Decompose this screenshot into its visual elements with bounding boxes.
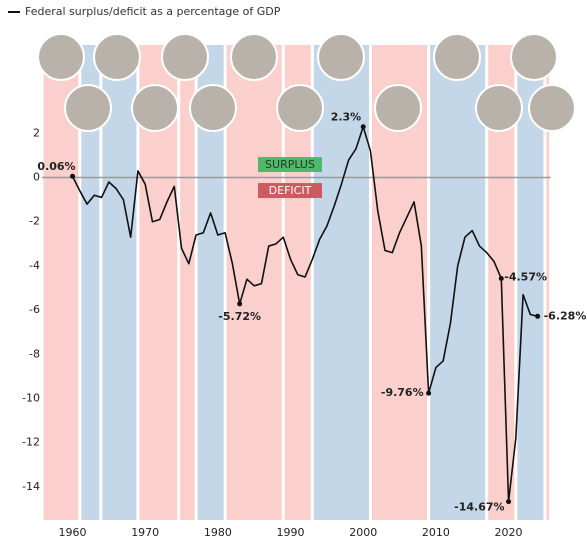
- portrait: [230, 33, 278, 81]
- portrait: [374, 84, 422, 132]
- term-band: [81, 45, 100, 520]
- data-point: [426, 390, 432, 396]
- annotation-text: SURPLUS: [265, 158, 315, 171]
- y-tick-label: -14: [22, 480, 40, 493]
- portrait: [37, 33, 85, 81]
- portrait: [161, 33, 209, 81]
- term-band: [102, 45, 137, 520]
- x-tick-label: 1970: [131, 526, 159, 539]
- y-tick-label: -8: [29, 347, 40, 360]
- data-label: -9.76%: [381, 386, 424, 399]
- portrait: [93, 33, 141, 81]
- x-tick-label: 1980: [204, 526, 232, 539]
- data-point: [70, 173, 76, 179]
- data-label: -14.67%: [454, 501, 504, 514]
- annotation-text: DEFICIT: [269, 184, 312, 197]
- x-tick-label: 2000: [349, 526, 377, 539]
- x-tick-label: 2020: [495, 526, 523, 539]
- portrait: [276, 84, 324, 132]
- portrait: [64, 84, 112, 132]
- data-point: [360, 124, 366, 130]
- term-band: [430, 45, 486, 520]
- y-tick-label: -12: [22, 436, 40, 449]
- data-label: 2.3%: [331, 111, 362, 124]
- portrait: [528, 84, 576, 132]
- y-tick-label: -6: [29, 303, 40, 316]
- annotation-box: [258, 183, 322, 199]
- portrait: [510, 33, 558, 81]
- x-tick-label: 1960: [59, 526, 87, 539]
- portraits: [37, 33, 576, 132]
- y-tick-label: -4: [29, 259, 40, 272]
- data-point: [506, 499, 512, 505]
- data-label: 0.06%: [37, 160, 75, 173]
- term-band: [180, 45, 195, 520]
- data-point: [535, 313, 541, 319]
- data-label: -6.28%: [544, 309, 587, 322]
- legend-label: Federal surplus/deficit as a percentage …: [25, 5, 281, 18]
- annotation-box: [258, 157, 322, 173]
- y-tick-label: -2: [29, 215, 40, 228]
- data-point: [237, 301, 243, 307]
- data-point: [498, 276, 504, 282]
- x-tick-label: 2010: [422, 526, 450, 539]
- y-tick-label: -10: [22, 391, 40, 404]
- data-label: -4.57%: [504, 271, 547, 284]
- portrait: [433, 33, 481, 81]
- x-tick-label: 1990: [277, 526, 305, 539]
- term-band: [313, 45, 369, 520]
- term-band: [546, 45, 550, 520]
- y-tick-label: 2: [33, 126, 40, 139]
- data-line: [71, 125, 538, 503]
- portrait: [475, 84, 523, 132]
- portrait: [317, 33, 365, 81]
- portrait: [189, 84, 237, 132]
- y-tick-label: 0: [33, 171, 40, 184]
- data-label: -5.72%: [218, 310, 261, 323]
- portrait: [131, 84, 179, 132]
